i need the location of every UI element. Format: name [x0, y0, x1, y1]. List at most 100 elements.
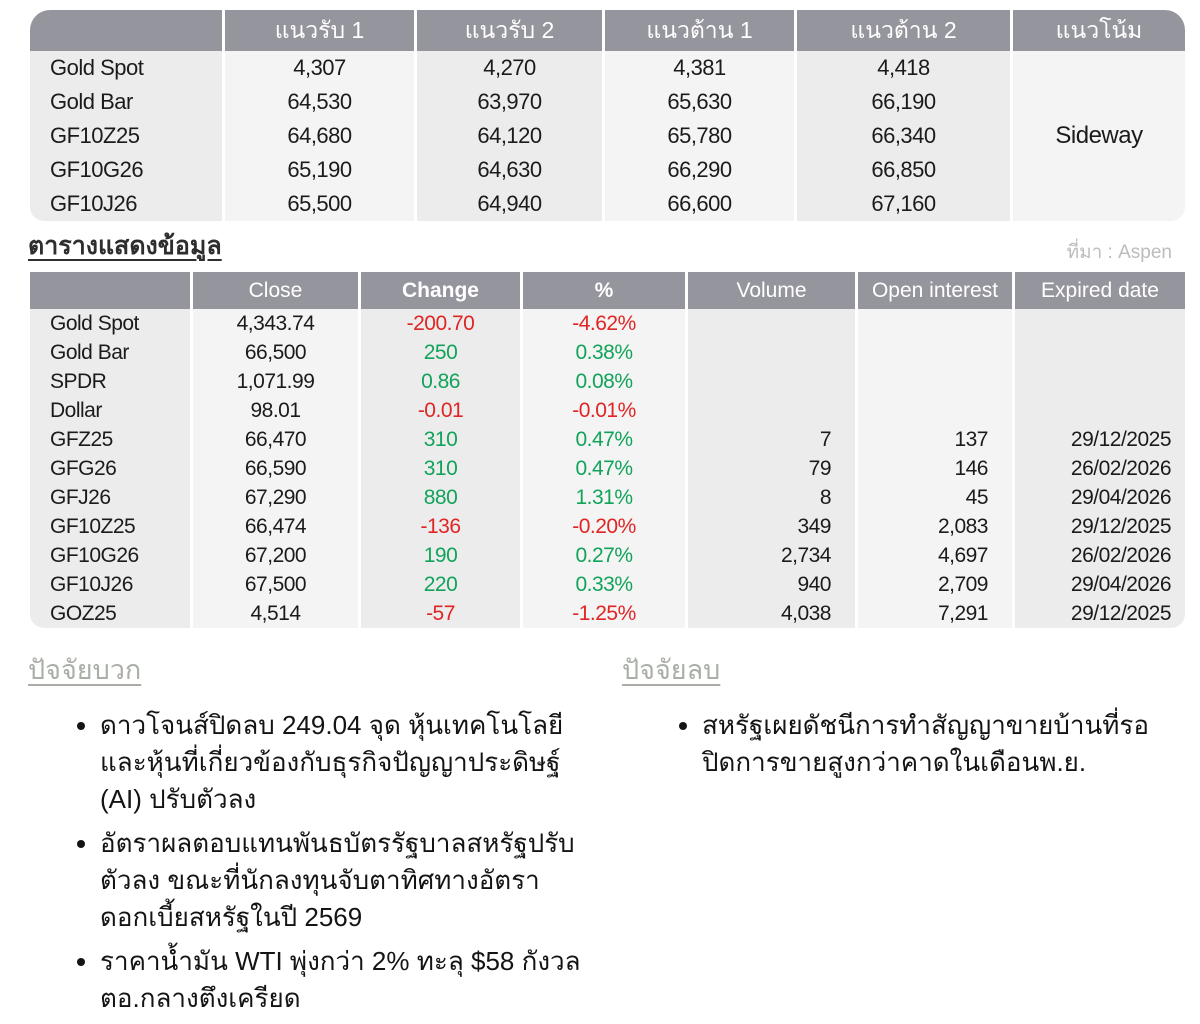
- close-value: 67,500: [190, 570, 358, 599]
- resistance2-value: 66,340: [794, 119, 1010, 153]
- resistance2-value: 66,850: [794, 153, 1010, 187]
- expired-date-value: 29/04/2026: [1012, 483, 1185, 512]
- instrument-label: GF10G26: [30, 541, 190, 570]
- open-interest-value: 7,291: [855, 599, 1012, 628]
- percent-value: 0.27%: [520, 541, 685, 570]
- list-item: อัตราผลตอบแทนพันธบัตรรัฐบาลสหรัฐปรับตัวล…: [100, 825, 603, 936]
- change-value: 220: [358, 570, 520, 599]
- change-value: -0.01: [358, 396, 520, 425]
- data-table-header-row: Close Change % Volume Open interest Expi…: [30, 272, 1185, 309]
- instrument-label: SPDR: [30, 367, 190, 396]
- instrument-label: Dollar: [30, 396, 190, 425]
- volume-value: 940: [685, 570, 855, 599]
- instrument-label: Gold Bar: [30, 85, 222, 119]
- volume-value: 4,038: [685, 599, 855, 628]
- support-header-s2: แนวรับ 2: [414, 10, 602, 51]
- percent-value: -1.25%: [520, 599, 685, 628]
- market-data-table: Close Change % Volume Open interest Expi…: [30, 272, 1185, 628]
- support2-value: 64,940: [414, 187, 602, 221]
- data-header-percent: %: [520, 272, 685, 309]
- instrument-label: GF10J26: [30, 187, 222, 221]
- volume-value: 79: [685, 454, 855, 483]
- open-interest-value: 2,709: [855, 570, 1012, 599]
- close-value: 1,071.99: [190, 367, 358, 396]
- change-value: 310: [358, 425, 520, 454]
- support2-value: 4,270: [414, 51, 602, 85]
- instrument-label: GF10Z25: [30, 512, 190, 541]
- volume-value: [685, 309, 855, 338]
- change-value: -57: [358, 599, 520, 628]
- close-value: 66,500: [190, 338, 358, 367]
- table-row: GFG26 66,590 310 0.47% 79 146 26/02/2026: [30, 454, 1185, 483]
- percent-value: 1.31%: [520, 483, 685, 512]
- change-value: -200.70: [358, 309, 520, 338]
- volume-value: 2,734: [685, 541, 855, 570]
- open-interest-value: 2,083: [855, 512, 1012, 541]
- instrument-label: GFJ26: [30, 483, 190, 512]
- open-interest-value: 137: [855, 425, 1012, 454]
- resistance2-value: 67,160: [794, 187, 1010, 221]
- instrument-label: GFZ25: [30, 425, 190, 454]
- volume-value: [685, 338, 855, 367]
- instrument-label: GOZ25: [30, 599, 190, 628]
- expired-date-value: [1012, 309, 1185, 338]
- data-header-expired-date: Expired date: [1012, 272, 1185, 309]
- expired-date-value: [1012, 367, 1185, 396]
- data-header-open-interest: Open interest: [855, 272, 1012, 309]
- open-interest-value: [855, 309, 1012, 338]
- table-row: GF10Z25 64,680 64,120 65,780 66,340: [30, 119, 1185, 153]
- table-row: GF10Z25 66,474 -136 -0.20% 349 2,083 29/…: [30, 512, 1185, 541]
- percent-value: 0.08%: [520, 367, 685, 396]
- resistance1-value: 66,600: [602, 187, 794, 221]
- data-header-empty: [30, 272, 190, 309]
- expired-date-value: 29/04/2026: [1012, 570, 1185, 599]
- table-row: SPDR 1,071.99 0.86 0.08%: [30, 367, 1185, 396]
- negative-factors-list: สหรัฐเผยดัชนีการทำสัญญาขายบ้านที่รอปิดกา…: [622, 707, 1182, 781]
- close-value: 4,343.74: [190, 309, 358, 338]
- instrument-label: GF10G26: [30, 153, 222, 187]
- support-resistance-table: แนวรับ 1 แนวรับ 2 แนวต้าน 1 แนวต้าน 2 แน…: [30, 10, 1185, 221]
- table-row: Dollar 98.01 -0.01 -0.01%: [30, 396, 1185, 425]
- percent-value: 0.47%: [520, 425, 685, 454]
- instrument-label: Gold Spot: [30, 309, 190, 338]
- close-value: 66,470: [190, 425, 358, 454]
- volume-value: [685, 367, 855, 396]
- table-row: GF10G26 67,200 190 0.27% 2,734 4,697 26/…: [30, 541, 1185, 570]
- positive-factors-list: ดาวโจนส์ปิดลบ 249.04 จุด หุ้นเทคโนโลยีแล…: [28, 707, 603, 1017]
- close-value: 67,200: [190, 541, 358, 570]
- data-header-change: Change: [358, 272, 520, 309]
- open-interest-value: 45: [855, 483, 1012, 512]
- percent-value: -4.62%: [520, 309, 685, 338]
- support-table-header-row: แนวรับ 1 แนวรับ 2 แนวต้าน 1 แนวต้าน 2 แน…: [30, 10, 1185, 51]
- expired-date-value: [1012, 338, 1185, 367]
- open-interest-value: [855, 338, 1012, 367]
- positive-factors-title: ปัจจัยบวก: [28, 655, 142, 685]
- expired-date-value: 26/02/2026: [1012, 541, 1185, 570]
- expired-date-value: 29/12/2025: [1012, 512, 1185, 541]
- support-header-r1: แนวต้าน 1: [602, 10, 794, 51]
- support1-value: 65,500: [222, 187, 414, 221]
- support1-value: 64,680: [222, 119, 414, 153]
- instrument-label: GF10J26: [30, 570, 190, 599]
- list-item: สหรัฐเผยดัชนีการทำสัญญาขายบ้านที่รอปิดกา…: [702, 707, 1182, 781]
- percent-value: 0.38%: [520, 338, 685, 367]
- open-interest-value: 4,697: [855, 541, 1012, 570]
- resistance2-value: 4,418: [794, 51, 1010, 85]
- instrument-label: Gold Bar: [30, 338, 190, 367]
- open-interest-value: 146: [855, 454, 1012, 483]
- support1-value: 4,307: [222, 51, 414, 85]
- list-item: ดาวโจนส์ปิดลบ 249.04 จุด หุ้นเทคโนโลยีแล…: [100, 707, 603, 818]
- support2-value: 64,630: [414, 153, 602, 187]
- support-header-s1: แนวรับ 1: [222, 10, 414, 51]
- percent-value: 0.33%: [520, 570, 685, 599]
- open-interest-value: [855, 396, 1012, 425]
- resistance2-value: 66,190: [794, 85, 1010, 119]
- change-value: 0.86: [358, 367, 520, 396]
- table-row: Gold Bar 66,500 250 0.38%: [30, 338, 1185, 367]
- support1-value: 64,530: [222, 85, 414, 119]
- expired-date-value: [1012, 396, 1185, 425]
- percent-value: -0.01%: [520, 396, 685, 425]
- table-row: Gold Bar 64,530 63,970 65,630 66,190: [30, 85, 1185, 119]
- trend-value: Sideway: [1010, 51, 1185, 221]
- change-value: -136: [358, 512, 520, 541]
